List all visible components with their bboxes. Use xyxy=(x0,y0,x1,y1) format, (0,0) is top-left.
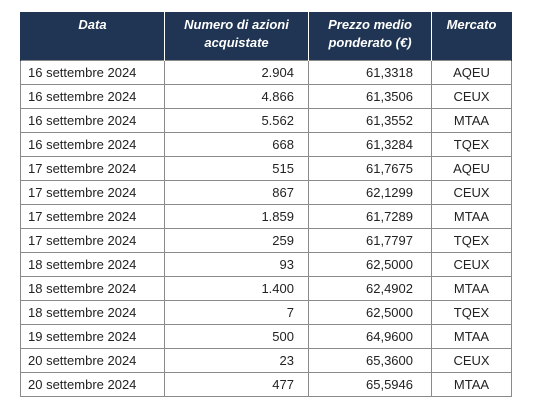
cell-shares: 23 xyxy=(164,348,309,373)
cell-market: TQEX xyxy=(431,228,512,253)
purchases-table-container: Data Numero di azioni acquistate Prezzo … xyxy=(20,12,512,397)
cell-price: 65,3600 xyxy=(308,348,432,373)
table-row: 16 settembre 2024 5.562 61,3552 MTAA xyxy=(20,108,512,133)
header-market: Mercato xyxy=(431,12,512,61)
cell-market: MTAA xyxy=(431,276,512,301)
cell-shares: 7 xyxy=(164,300,309,325)
cell-shares: 259 xyxy=(164,228,309,253)
cell-market: MTAA xyxy=(431,324,512,349)
cell-price: 61,3506 xyxy=(308,84,432,109)
cell-shares: 500 xyxy=(164,324,309,349)
table-row: 17 settembre 2024 515 61,7675 AQEU xyxy=(20,156,512,181)
cell-shares: 515 xyxy=(164,156,309,181)
cell-market: TQEX xyxy=(431,300,512,325)
cell-price: 64,9600 xyxy=(308,324,432,349)
cell-shares: 93 xyxy=(164,252,309,277)
cell-shares: 1.859 xyxy=(164,204,309,229)
table-row: 20 settembre 2024 23 65,3600 CEUX xyxy=(20,348,512,373)
cell-market: MTAA xyxy=(431,204,512,229)
table-row: 18 settembre 2024 7 62,5000 TQEX xyxy=(20,300,512,325)
cell-market: AQEU xyxy=(431,60,512,85)
table-row: 16 settembre 2024 668 61,3284 TQEX xyxy=(20,132,512,157)
cell-market: TQEX xyxy=(431,132,512,157)
cell-date: 17 settembre 2024 xyxy=(20,228,165,253)
cell-price: 61,7289 xyxy=(308,204,432,229)
cell-price: 65,5946 xyxy=(308,372,432,397)
header-row: Data Numero di azioni acquistate Prezzo … xyxy=(20,12,512,61)
cell-date: 18 settembre 2024 xyxy=(20,252,165,277)
header-shares-purchased: Numero di azioni acquistate xyxy=(164,12,309,61)
cell-price: 61,3552 xyxy=(308,108,432,133)
cell-market: CEUX xyxy=(431,180,512,205)
cell-date: 16 settembre 2024 xyxy=(20,60,165,85)
cell-market: AQEU xyxy=(431,156,512,181)
cell-date: 17 settembre 2024 xyxy=(20,204,165,229)
cell-date: 17 settembre 2024 xyxy=(20,180,165,205)
share-purchases-table: Data Numero di azioni acquistate Prezzo … xyxy=(20,12,512,397)
cell-date: 19 settembre 2024 xyxy=(20,324,165,349)
cell-price: 62,4902 xyxy=(308,276,432,301)
cell-shares: 668 xyxy=(164,132,309,157)
table-row: 17 settembre 2024 259 61,7797 TQEX xyxy=(20,228,512,253)
table-row: 18 settembre 2024 93 62,5000 CEUX xyxy=(20,252,512,277)
cell-shares: 5.562 xyxy=(164,108,309,133)
cell-shares: 477 xyxy=(164,372,309,397)
cell-market: CEUX xyxy=(431,348,512,373)
cell-date: 20 settembre 2024 xyxy=(20,348,165,373)
cell-market: CEUX xyxy=(431,252,512,277)
table-row: 20 settembre 2024 477 65,5946 MTAA xyxy=(20,372,512,397)
cell-shares: 867 xyxy=(164,180,309,205)
cell-date: 17 settembre 2024 xyxy=(20,156,165,181)
cell-shares: 2.904 xyxy=(164,60,309,85)
cell-shares: 4.866 xyxy=(164,84,309,109)
table-row: 18 settembre 2024 1.400 62,4902 MTAA xyxy=(20,276,512,301)
cell-price: 61,7797 xyxy=(308,228,432,253)
cell-price: 62,5000 xyxy=(308,252,432,277)
cell-price: 61,3284 xyxy=(308,132,432,157)
cell-market: MTAA xyxy=(431,108,512,133)
table-header: Data Numero di azioni acquistate Prezzo … xyxy=(20,12,512,61)
table-row: 19 settembre 2024 500 64,9600 MTAA xyxy=(20,324,512,349)
header-date: Data xyxy=(20,12,165,61)
cell-market: MTAA xyxy=(431,372,512,397)
table-body: 16 settembre 2024 2.904 61,3318 AQEU 16 sett… xyxy=(20,60,512,397)
header-weighted-average-price: Prezzo medio ponderato (€) xyxy=(308,12,432,61)
cell-price: 62,1299 xyxy=(308,180,432,205)
cell-date: 16 settembre 2024 xyxy=(20,84,165,109)
cell-shares: 1.400 xyxy=(164,276,309,301)
cell-date: 20 settembre 2024 xyxy=(20,372,165,397)
cell-market: CEUX xyxy=(431,84,512,109)
cell-date: 18 settembre 2024 xyxy=(20,276,165,301)
table-row: 17 settembre 2024 1.859 61,7289 MTAA xyxy=(20,204,512,229)
cell-date: 16 settembre 2024 xyxy=(20,132,165,157)
cell-price: 62,5000 xyxy=(308,300,432,325)
table-row: 16 settembre 2024 4.866 61,3506 CEUX xyxy=(20,84,512,109)
cell-date: 16 settembre 2024 xyxy=(20,108,165,133)
cell-date: 18 settembre 2024 xyxy=(20,300,165,325)
cell-price: 61,7675 xyxy=(308,156,432,181)
table-row: 16 settembre 2024 2.904 61,3318 AQEU xyxy=(20,60,512,85)
table-row: 17 settembre 2024 867 62,1299 CEUX xyxy=(20,180,512,205)
cell-price: 61,3318 xyxy=(308,60,432,85)
